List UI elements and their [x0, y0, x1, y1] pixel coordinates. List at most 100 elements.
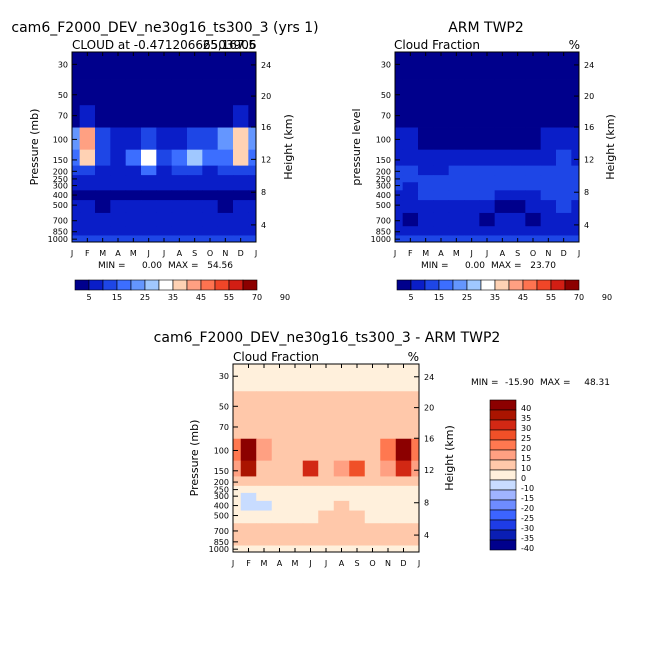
month-tick-label: O — [369, 559, 375, 568]
colorbar-label: 40 — [521, 404, 531, 413]
panel1-cell — [79, 165, 96, 176]
pressure-tick-label: 150 — [376, 156, 391, 165]
panel2-cell — [571, 182, 580, 191]
panel2-cell — [540, 175, 557, 183]
panel1-cell — [141, 226, 157, 236]
panel3-cell — [364, 536, 381, 546]
panel2-subtitle-left: Cloud Fraction — [394, 38, 480, 52]
panel1-cell — [72, 212, 81, 227]
panel2-cell — [418, 52, 434, 80]
month-tick-label: J — [417, 559, 420, 568]
panel3-cell — [395, 485, 412, 494]
panel2-cell — [418, 105, 434, 128]
panel3-cell — [380, 476, 397, 487]
panel3-cell — [302, 485, 319, 494]
panel2-cell — [395, 182, 404, 191]
panel2-cell — [418, 212, 434, 227]
panel1-contour-field — [72, 52, 257, 243]
colorbar-label: -35 — [521, 534, 534, 543]
pressure-tick-label: 250 — [53, 175, 68, 184]
panel1-cell — [187, 200, 203, 214]
panel2-cell — [395, 212, 404, 227]
panel3-cell — [349, 460, 366, 477]
panel2-cell — [540, 182, 557, 191]
panel3-cell — [333, 460, 350, 477]
month-tick-label: D — [561, 249, 567, 258]
panel1-cell — [72, 226, 81, 236]
panel2-cell — [418, 127, 434, 151]
panel3-cell — [240, 476, 257, 487]
panel3-cell — [380, 416, 397, 440]
panel1-cell — [79, 182, 96, 191]
panel1-cell — [248, 105, 257, 128]
panel2-cell — [433, 149, 450, 167]
panel3-contour-field — [233, 364, 420, 553]
pressure-tick-label: 500 — [53, 201, 68, 210]
panel1-cell — [248, 235, 257, 243]
pressure-tick-label: 50 — [58, 91, 68, 100]
panel3-cell — [411, 500, 420, 511]
panel1-cell — [79, 212, 96, 227]
height-tick-label: 20 — [424, 404, 434, 413]
colorbar-label: 5 — [86, 293, 91, 302]
colorbar-label: -15 — [521, 494, 534, 503]
panel1-cell — [110, 105, 127, 128]
colorbar-label: 45 — [518, 293, 528, 302]
panel2-cell — [418, 190, 434, 201]
month-tick-label: D — [238, 249, 244, 258]
colorbar-label: -25 — [521, 514, 534, 523]
panel2-cell — [479, 226, 496, 236]
pressure-tick-label: 70 — [381, 112, 391, 121]
height-tick-label: 4 — [584, 221, 589, 230]
colorbar-label: 15 — [112, 293, 122, 302]
panel1-cell — [110, 200, 127, 214]
panel-model: cam6_F2000_DEV_ne30g16_ts300_3 (yrs 1) C… — [11, 20, 318, 302]
colorbar-label: 35 — [521, 414, 531, 423]
panel2-cell — [556, 105, 572, 128]
panel3-cell — [380, 500, 397, 511]
panel3-cell — [411, 492, 420, 502]
panel2-cell — [464, 175, 480, 183]
panel3-cell — [364, 510, 381, 524]
colorbar-label: 0 — [521, 474, 526, 483]
pressure-tick-label: 850 — [214, 538, 229, 547]
panel3-cell — [318, 523, 335, 537]
panel3-cell — [302, 510, 319, 524]
panel2-cell — [510, 175, 526, 183]
panel3-cell — [411, 438, 420, 462]
panel3-cell — [287, 510, 304, 524]
height-tick-label: 4 — [261, 221, 266, 230]
colorbar-label: 55 — [224, 293, 234, 302]
colorbar-swatch — [489, 429, 517, 441]
pressure-tick-label: 250 — [214, 486, 229, 495]
panel3-cell — [411, 460, 420, 477]
panel2-cell — [418, 200, 434, 214]
pressure-tick-label: 700 — [376, 217, 391, 226]
panel-observation: ARM TWP2 Cloud Fraction % J F M A M J J A S O N D J3… — [350, 20, 617, 302]
panel1-cell — [141, 79, 157, 106]
panel3-cell — [271, 523, 288, 537]
panel2-cell — [571, 149, 580, 167]
panel3-cell — [395, 476, 412, 487]
panel2-cell — [448, 165, 465, 176]
panel2-cell — [510, 200, 526, 214]
panel3-cell — [333, 364, 350, 392]
pressure-tick-label: 400 — [53, 191, 68, 200]
panel3-cell — [271, 536, 288, 546]
panel2-cell — [448, 182, 465, 191]
month-tick-label: F — [408, 249, 413, 258]
panel2-cell — [571, 200, 580, 214]
panel3-cell — [411, 416, 420, 440]
colorbar-swatch — [102, 279, 118, 291]
panel1-cell — [156, 165, 173, 176]
colorbar-label: 45 — [196, 293, 206, 302]
panel1-cell — [125, 79, 142, 106]
panel3-cell — [287, 485, 304, 494]
pressure-tick-label: 100 — [53, 135, 68, 144]
colorbar-swatch — [489, 479, 517, 491]
panel2-cell — [395, 105, 404, 128]
pressure-tick-label: 1000 — [371, 235, 391, 244]
panel2-cell — [556, 165, 572, 176]
month-tick-label: J — [324, 559, 327, 568]
panel2-axes: J F M A M J J A S O N D J305070100150200250300400500… — [371, 52, 594, 258]
